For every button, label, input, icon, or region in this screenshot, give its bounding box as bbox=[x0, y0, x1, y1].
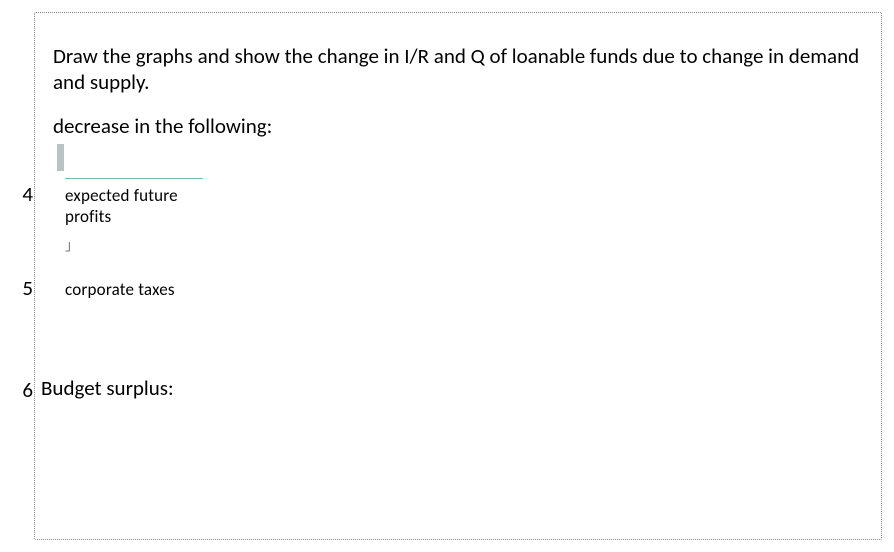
item-6-label: Budget surplus: bbox=[41, 375, 174, 401]
item-5-label: corporate taxes bbox=[65, 279, 175, 300]
item-4-underline bbox=[65, 178, 203, 179]
item-number-4: 4 bbox=[13, 181, 33, 207]
item-4-label: expected future profits bbox=[65, 185, 225, 228]
stray-mark: ｣ bbox=[65, 235, 72, 255]
item-number-6: 6 bbox=[13, 377, 33, 403]
text-cursor-icon bbox=[57, 144, 64, 171]
instruction-text: Draw the graphs and show the change in I… bbox=[53, 43, 863, 96]
item-number-5: 5 bbox=[13, 275, 33, 301]
decrease-prompt: decrease in the following: bbox=[53, 113, 272, 139]
question-frame: Draw the graphs and show the change in I… bbox=[34, 12, 882, 540]
question-content: Draw the graphs and show the change in I… bbox=[35, 13, 881, 539]
